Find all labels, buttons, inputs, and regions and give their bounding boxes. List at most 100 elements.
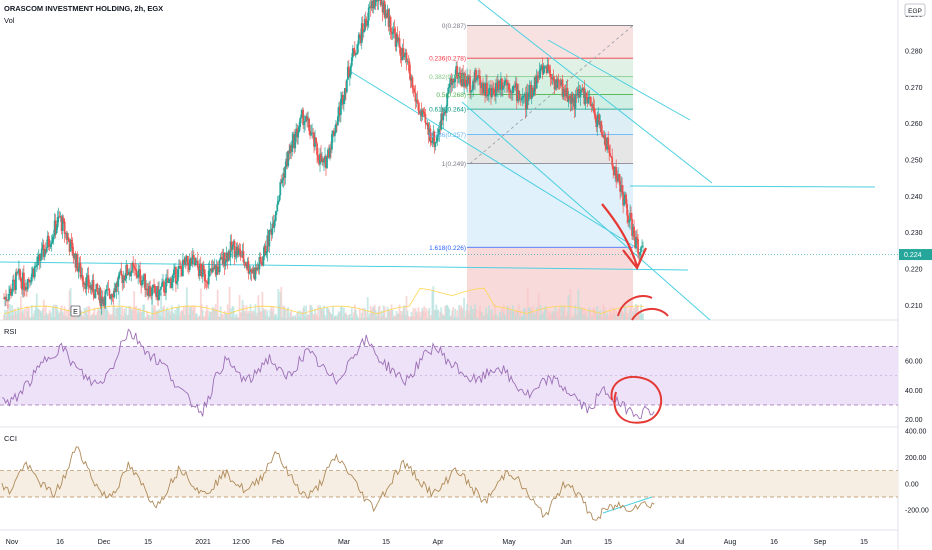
volume-bar <box>214 304 217 320</box>
candle-body <box>599 121 602 126</box>
candle-body <box>17 271 19 273</box>
volume-bar <box>215 309 218 320</box>
volume-bar <box>311 307 313 320</box>
trendlines-group[interactable] <box>0 0 876 514</box>
candle-body <box>636 237 638 239</box>
candle-body <box>470 90 472 93</box>
fib-zone <box>467 25 633 59</box>
volume-bar <box>256 312 259 320</box>
volume-bar <box>566 312 569 320</box>
candle-body <box>499 78 502 89</box>
candle-body <box>493 89 495 94</box>
volume-bar <box>107 311 110 320</box>
candle-body <box>151 287 153 296</box>
trendline[interactable] <box>547 39 691 121</box>
price-tick-label: 0.280 <box>905 48 923 55</box>
trendline[interactable] <box>629 185 876 188</box>
volume-bar <box>458 304 461 320</box>
volume-bar <box>28 316 31 320</box>
price-axis[interactable]: 0.2900.2800.2700.2600.2500.2400.2300.220… <box>905 12 923 310</box>
candle-body <box>246 261 249 269</box>
candle-body <box>57 216 60 218</box>
currency-badge[interactable]: EGP <box>904 3 926 17</box>
volume-bar <box>67 309 70 320</box>
candle-body <box>397 38 400 42</box>
candle-body <box>231 245 234 250</box>
rsi-panel[interactable] <box>0 346 898 406</box>
candle-body <box>549 73 552 78</box>
volume-bar <box>212 307 215 320</box>
candle-body <box>578 89 581 98</box>
volume-bar <box>560 305 563 320</box>
volume-bar <box>344 312 347 320</box>
candle-body <box>365 23 368 26</box>
volume-bar <box>26 311 29 320</box>
candle-body <box>25 286 28 290</box>
volume-bar <box>290 310 293 320</box>
volume-bar <box>12 309 14 320</box>
volume-bar <box>294 315 297 320</box>
candle-body <box>518 98 521 100</box>
candle-body <box>109 295 112 299</box>
candle-body <box>129 271 132 277</box>
volume-bar <box>371 307 374 320</box>
volume-bar <box>529 307 532 320</box>
trendline[interactable] <box>477 0 713 184</box>
volume-bar <box>562 306 565 320</box>
candle-body <box>392 28 395 34</box>
price-tick-label: 0.270 <box>905 85 923 92</box>
cci-axis[interactable]: 400.00 200.00 0.00 -200.00 <box>905 428 929 514</box>
volume-bar <box>300 317 303 320</box>
rsi-axis[interactable]: 60.00 40.00 20.00 <box>905 359 923 425</box>
volume-bar <box>114 316 117 320</box>
volume-label: Vol <box>4 16 15 25</box>
candle-body <box>33 266 36 278</box>
trendline[interactable] <box>347 69 641 251</box>
candle-body <box>325 155 327 169</box>
candle-body <box>53 220 56 236</box>
volume-bar <box>82 317 85 320</box>
volume-bar <box>14 308 16 320</box>
candle-body <box>91 280 94 290</box>
candle-body <box>102 299 105 304</box>
volume-bar <box>184 306 187 320</box>
volume-bar <box>260 311 263 320</box>
volume-bar <box>364 311 367 320</box>
volume-bar <box>422 310 425 320</box>
candle-body <box>449 77 452 88</box>
volume-bar <box>604 307 607 320</box>
cci-trendline[interactable] <box>602 496 653 514</box>
volume-bar <box>17 307 19 320</box>
cci-panel[interactable] <box>0 470 898 498</box>
trendline[interactable] <box>0 261 689 271</box>
volume-bar <box>467 311 469 320</box>
earnings-event-marker[interactable]: E <box>70 305 81 317</box>
volume-bar <box>349 317 352 320</box>
candle-body <box>7 299 9 301</box>
volume-bar <box>293 317 296 320</box>
candle-body <box>149 286 151 296</box>
volume-bar <box>611 315 614 320</box>
volume-bar <box>514 314 517 320</box>
time-axis[interactable]: Nov 16 Dec 15 2021 12:00 Feb Mar 15 Apr May Jun 15 Ju… <box>6 539 868 546</box>
volume-bar <box>550 313 553 320</box>
trendline[interactable] <box>461 101 711 321</box>
volume-bar <box>66 316 69 320</box>
candle-body <box>377 0 380 2</box>
volume-ma <box>3 287 645 315</box>
volume-bar <box>414 308 417 320</box>
volume-bar <box>230 316 233 320</box>
volume-bar <box>213 309 216 320</box>
candle-body <box>431 140 434 143</box>
volume-bar <box>252 310 255 320</box>
volume-bar <box>245 305 248 320</box>
volume-bar <box>448 308 451 320</box>
candle-body <box>585 92 588 98</box>
candle-body <box>597 114 600 120</box>
candle-body <box>543 66 546 68</box>
candle-body <box>380 2 383 5</box>
candle-body <box>256 267 259 271</box>
fibonacci-retracement[interactable] <box>467 25 634 320</box>
candle-body <box>92 280 95 295</box>
